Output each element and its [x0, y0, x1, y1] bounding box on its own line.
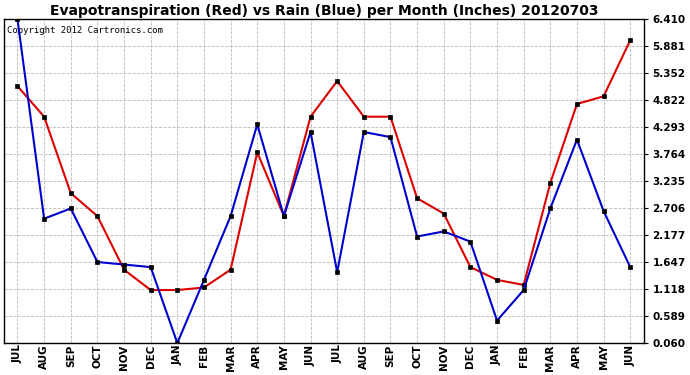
Title: Evapotranspiration (Red) vs Rain (Blue) per Month (Inches) 20120703: Evapotranspiration (Red) vs Rain (Blue) … [50, 4, 598, 18]
Text: Copyright 2012 Cartronics.com: Copyright 2012 Cartronics.com [8, 26, 164, 35]
